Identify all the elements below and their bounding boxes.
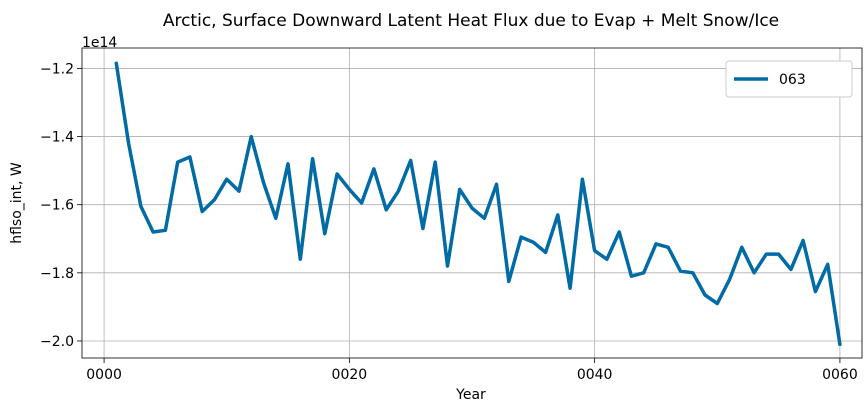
x-axis-label: Year — [455, 387, 486, 403]
y-tick-label: −1.4 — [40, 130, 74, 146]
x-axis: 0000 0020 0040 0060 — [86, 358, 858, 383]
x-tick-label: 0000 — [86, 367, 122, 383]
y-tick-label: −1.2 — [40, 61, 74, 77]
legend-frame — [725, 60, 853, 98]
chart-title: Arctic, Surface Downward Latent Heat Flu… — [163, 11, 779, 31]
plot-frame — [81, 47, 863, 359]
y-tick-label: −2.0 — [40, 334, 74, 350]
y-axis-label: hflso_int, W — [9, 162, 25, 244]
y-tick-label: −1.8 — [40, 266, 74, 282]
legend: 063 — [725, 60, 853, 98]
x-tick-label: 0060 — [822, 367, 858, 383]
series-lines — [114, 61, 842, 347]
x-tick-label: 0040 — [577, 367, 613, 383]
y-tick-label: −1.6 — [40, 198, 74, 214]
series-line-063 — [114, 61, 842, 347]
legend-label: 063 — [779, 72, 806, 88]
y-axis: −2.0 −1.8 −1.6 −1.4 −1.2 — [40, 61, 82, 350]
y-offset-text: 1e14 — [82, 35, 117, 51]
x-tick-label: 0020 — [332, 367, 368, 383]
